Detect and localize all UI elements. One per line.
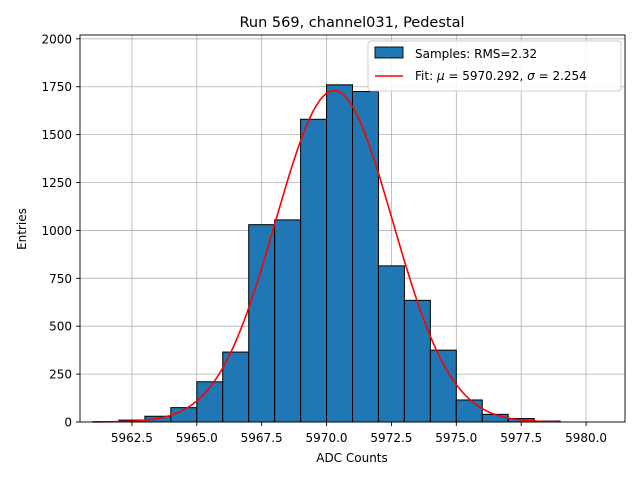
- histogram-bar: [403, 299, 431, 423]
- x-tick-label: 5980.0: [565, 431, 607, 445]
- chart-title: Run 569, channel031, Pedestal: [239, 15, 464, 31]
- x-tick-label: 5962.5: [111, 431, 153, 445]
- histogram-bar: [248, 224, 276, 423]
- y-tick-label: 500: [49, 320, 72, 334]
- y-tick-label: 1000: [41, 224, 72, 238]
- histogram-bar: [326, 84, 353, 423]
- histogram-bar: [300, 118, 328, 423]
- x-axis-label: ADC Counts: [316, 451, 388, 465]
- legend: Samples: RMS=2.32 Fit: μ = 5970.292, σ =…: [367, 40, 622, 92]
- x-axis: 5962.5 5965.0 5967.5 5970.0 5972.5 5975.0 5977…: [111, 422, 607, 445]
- legend-histogram-label: Samples: RMS=2.32: [415, 47, 537, 61]
- histogram-bar: [455, 399, 483, 423]
- x-tick-label: 5967.5: [241, 431, 283, 445]
- mu-symbol: μ: [436, 69, 445, 83]
- legend-box: [367, 40, 622, 92]
- x-tick-label: 5975.0: [435, 431, 477, 445]
- histogram-bar: [429, 349, 457, 423]
- plot-frame: [79, 34, 626, 423]
- y-tick-label: 2000: [41, 32, 72, 46]
- y-tick-label: 1750: [41, 80, 72, 94]
- y-axis: 0 250 500 750 1000 1250 1500 1750 2000: [41, 32, 80, 430]
- y-axis-label: Entries: [15, 208, 29, 250]
- legend-histogram-swatch: [374, 46, 404, 59]
- x-tick-label: 5965.0: [176, 431, 218, 445]
- y-tick-label: 1500: [41, 128, 72, 142]
- histogram-bar: [377, 265, 405, 423]
- y-tick-label: 750: [49, 272, 72, 286]
- y-tick-label: 250: [49, 368, 72, 382]
- sigma-symbol: σ: [527, 69, 535, 83]
- histogram-bar: [274, 219, 302, 423]
- histogram-bars: [92, 84, 561, 423]
- fit-sigma-value: = 2.254: [535, 69, 587, 83]
- y-tick-label: 1250: [41, 176, 72, 190]
- x-tick-label: 5977.5: [500, 431, 542, 445]
- x-tick-label: 5972.5: [370, 431, 412, 445]
- x-tick-label: 5970.0: [306, 431, 348, 445]
- histogram-bar: [352, 91, 379, 423]
- y-tick-label: 0: [64, 416, 72, 430]
- fit-mu-value: = 5970.292,: [445, 69, 528, 83]
- histogram-bar: [481, 413, 509, 423]
- fit-label-prefix: Fit:: [415, 69, 437, 83]
- legend-fit-label: Fit: μ = 5970.292, σ = 2.254: [415, 69, 587, 83]
- fit-curve-layer: [92, 89, 561, 423]
- fit-curve: [92, 89, 561, 423]
- histogram-bar: [222, 351, 250, 423]
